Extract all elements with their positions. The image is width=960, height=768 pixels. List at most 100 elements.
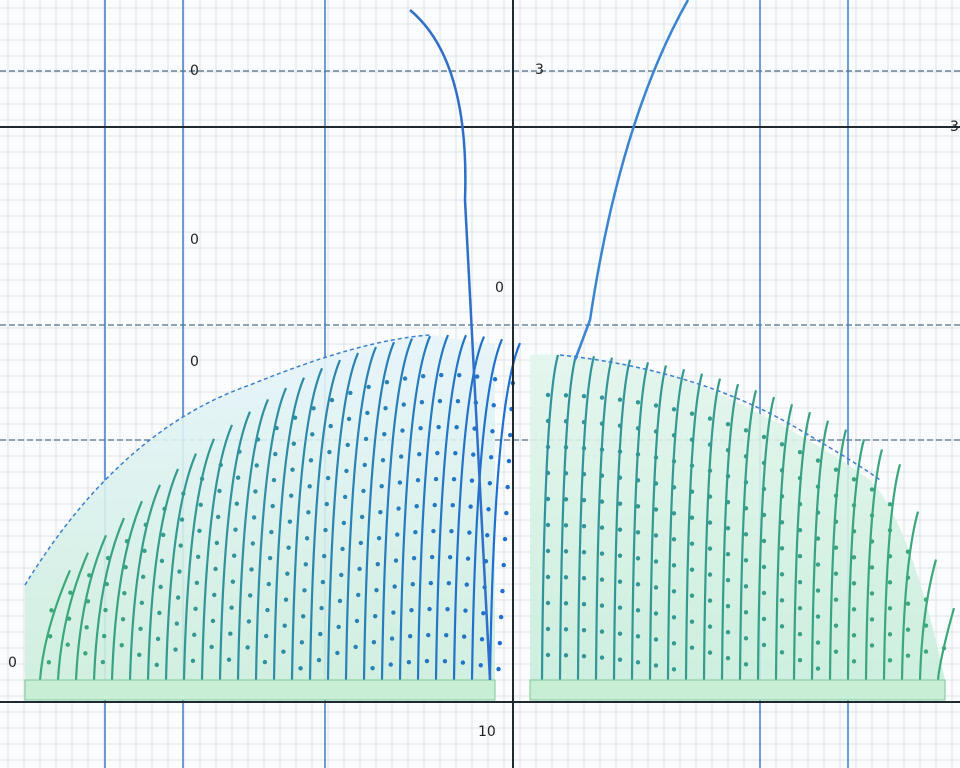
dot <box>635 582 641 587</box>
dot <box>599 577 605 582</box>
dot <box>797 631 803 637</box>
dot <box>545 522 551 528</box>
dot <box>725 655 731 661</box>
dot <box>797 553 803 559</box>
dot <box>418 426 423 431</box>
dot <box>671 407 677 412</box>
stroke-curve <box>74 534 108 681</box>
dot <box>599 525 605 530</box>
dot <box>797 657 803 663</box>
label: 0 <box>190 232 199 248</box>
dot <box>617 501 623 506</box>
dot <box>563 601 569 606</box>
dot <box>85 599 91 604</box>
dot <box>653 455 659 460</box>
dot <box>251 515 257 520</box>
dot <box>428 580 434 586</box>
dot <box>653 559 659 564</box>
dot <box>344 468 349 474</box>
dot <box>851 607 857 612</box>
dot <box>362 462 367 468</box>
dot <box>461 634 467 639</box>
dot <box>923 597 929 602</box>
dot <box>316 657 322 663</box>
dot <box>435 450 440 456</box>
dot <box>232 553 237 558</box>
dot <box>635 452 641 457</box>
dot <box>501 562 506 568</box>
dot <box>599 473 605 478</box>
dot <box>460 660 466 665</box>
dot <box>442 659 448 664</box>
stroke-curve <box>200 424 234 681</box>
dot <box>707 468 713 473</box>
dot <box>617 579 623 584</box>
dot <box>617 631 623 636</box>
dot <box>545 652 551 658</box>
dot <box>378 509 383 515</box>
dot <box>174 621 180 626</box>
dot <box>429 554 435 560</box>
dot <box>761 590 767 596</box>
dot <box>761 512 767 518</box>
dot <box>689 619 695 624</box>
dot <box>851 581 857 586</box>
dot <box>346 416 352 422</box>
dot <box>450 503 455 508</box>
dot <box>707 442 713 447</box>
dot <box>833 467 839 472</box>
dot <box>599 499 605 504</box>
dot <box>414 504 419 509</box>
dot <box>327 449 332 455</box>
dot <box>273 451 278 457</box>
dot <box>255 437 261 442</box>
stroke-curve <box>810 420 830 681</box>
stroke-curve <box>290 367 324 681</box>
label: 0 <box>8 655 17 671</box>
dot <box>851 477 857 482</box>
dot <box>797 449 803 455</box>
dot <box>101 633 107 639</box>
dot <box>563 575 569 580</box>
dot <box>65 642 70 647</box>
dot <box>497 640 503 646</box>
dot <box>545 574 551 580</box>
dot <box>725 551 731 557</box>
dot <box>283 597 289 602</box>
stroke-curve <box>452 336 486 681</box>
stroke-curve <box>398 335 432 681</box>
dot <box>851 503 857 508</box>
stroke-curve <box>38 569 72 681</box>
dot <box>155 636 161 642</box>
dot <box>374 587 379 593</box>
dot <box>234 501 240 506</box>
dot <box>833 493 839 498</box>
stroke-curve <box>882 463 902 681</box>
dot <box>779 572 785 577</box>
stroke-curve <box>254 387 288 681</box>
dot <box>267 555 273 561</box>
dot <box>177 569 182 574</box>
stroke-curve <box>218 411 252 681</box>
dot <box>214 540 220 546</box>
stroke-curve <box>470 338 504 681</box>
dot <box>393 558 399 563</box>
dot <box>635 556 641 561</box>
stroke-curve <box>576 355 596 681</box>
dot <box>388 662 393 667</box>
stroke-curve <box>380 338 414 681</box>
dot <box>833 519 839 524</box>
dot <box>372 613 378 619</box>
dot <box>138 626 143 632</box>
dot <box>215 514 221 520</box>
dot <box>413 530 418 535</box>
dot <box>500 588 505 594</box>
dot <box>357 566 362 572</box>
dot <box>193 606 198 612</box>
dot <box>469 478 475 483</box>
dot <box>689 411 695 416</box>
dot <box>383 405 388 411</box>
dot <box>869 487 875 492</box>
dot <box>761 564 767 570</box>
